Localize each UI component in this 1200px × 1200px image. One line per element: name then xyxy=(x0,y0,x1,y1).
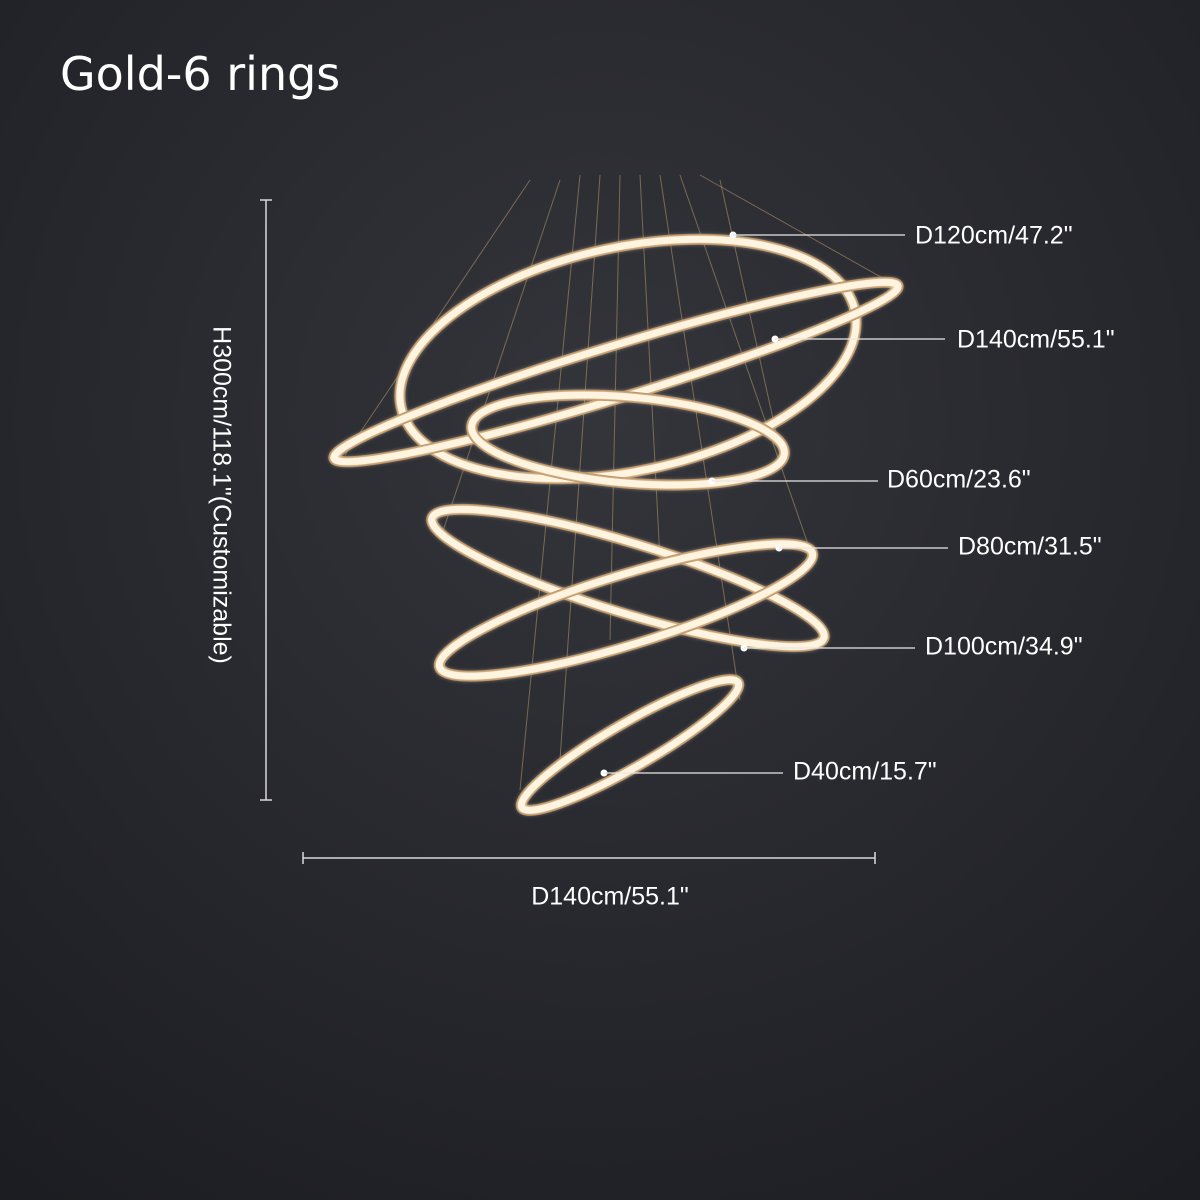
height-label: H300cm/118.1"(Customizable) xyxy=(207,326,235,664)
width-dimension: D140cm/55.1" xyxy=(302,852,876,911)
height-dimension: H300cm/118.1"(Customizable) xyxy=(207,199,272,801)
ring-label: D40cm/15.7" xyxy=(793,758,937,786)
ring-label: D60cm/23.6" xyxy=(887,466,1031,494)
title: Gold-6 rings xyxy=(60,47,340,101)
ring-label: D80cm/31.5" xyxy=(958,533,1102,561)
ring-label: D100cm/34.9" xyxy=(925,633,1083,661)
ring-label: D140cm/55.1" xyxy=(957,326,1115,354)
ring-label: D120cm/47.2" xyxy=(915,222,1073,250)
rings xyxy=(328,233,904,816)
ring-labels: D120cm/47.2" D140cm/55.1" D60cm/23.6" D8… xyxy=(600,222,1115,786)
width-label: D140cm/55.1" xyxy=(531,883,689,911)
